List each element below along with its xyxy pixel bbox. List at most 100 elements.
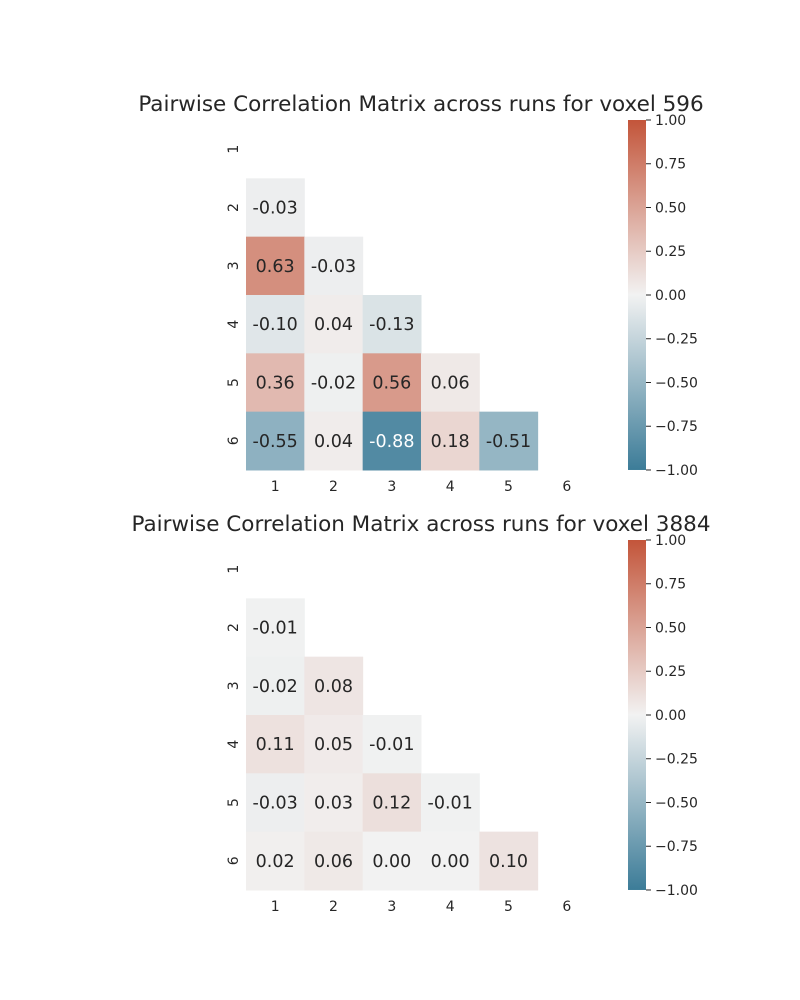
cell-value-label: 0.11 (256, 735, 295, 755)
heatmap-cell (420, 831, 480, 891)
heatmap-cell (304, 236, 364, 296)
cell-annotations: -0.03 0.63 -0.03 -0.10 0.04 -0.13 0.36 -0.02 0.5… (253, 198, 532, 451)
heatmap-cell (362, 294, 422, 354)
x-tick-label: 1 (271, 479, 280, 495)
colorbar-gradient (628, 120, 646, 470)
colorbar-tick-label: −0.25 (655, 332, 698, 348)
colorbar-tick-label: 0.25 (655, 664, 686, 680)
colorbar: 1.00 0.75 0.50 0.25 0.00 −0.25 −0.50 −0.75 −1.00 (628, 533, 698, 899)
cell-value-label: -0.01 (369, 735, 414, 755)
cell-value-label: 0.56 (372, 373, 411, 393)
cell-value-label: -0.02 (311, 373, 356, 393)
colorbar-gradient (628, 540, 646, 890)
heatmap-cell (304, 831, 364, 891)
colorbar-tick-label: 0.75 (655, 577, 686, 593)
cell-value-label: -0.03 (253, 198, 298, 218)
cell-value-label: 0.63 (256, 257, 295, 277)
colorbar-tick-label: −0.50 (655, 795, 698, 811)
y-tick-label: 6 (226, 856, 242, 865)
y-tick-labels: 1 2 3 4 5 6 (226, 565, 242, 866)
heatmap-panel-voxel-596: Pairwise Correlation Matrix across runs … (138, 92, 703, 495)
cell-value-label: 0.36 (256, 373, 295, 393)
y-tick-labels: 1 2 3 4 5 6 (226, 145, 242, 446)
x-tick-label: 2 (329, 899, 338, 915)
y-tick-label: 1 (226, 145, 242, 154)
heatmap-cell (362, 714, 422, 774)
heatmap-cell (304, 294, 364, 354)
heatmap-cell (304, 353, 364, 413)
cell-value-label: -0.03 (253, 793, 298, 813)
heatmap-cell (246, 831, 305, 891)
x-tick-label: 4 (446, 899, 455, 915)
x-tick-label: 3 (387, 899, 396, 915)
heatmap-cell (246, 236, 305, 296)
y-tick-label: 3 (226, 681, 242, 690)
heatmap-cell (362, 353, 422, 413)
heatmap-cell (479, 411, 539, 471)
y-tick-label: 3 (226, 261, 242, 270)
y-tick-label: 1 (226, 565, 242, 574)
colorbar-tick-label: 0.50 (655, 200, 686, 216)
colorbar-tick-label: −0.75 (655, 419, 698, 435)
x-tick-label: 3 (387, 479, 396, 495)
x-tick-label: 6 (562, 479, 571, 495)
heatmap-cell (304, 411, 364, 471)
heatmap-cells (246, 598, 539, 891)
cell-value-label: -0.01 (253, 618, 298, 638)
cell-value-label: 0.04 (314, 432, 353, 452)
colorbar-tick-label: 0.25 (655, 244, 686, 260)
x-tick-label: 4 (446, 479, 455, 495)
heatmap-cell (246, 598, 305, 658)
cell-value-label: -0.02 (253, 677, 298, 697)
cell-value-label: 0.03 (314, 793, 353, 813)
colorbar-tick-label: −1.00 (655, 883, 698, 899)
heatmap-cell (246, 411, 305, 471)
cell-value-label: -0.10 (253, 315, 298, 335)
heatmap-cell (362, 773, 422, 833)
cell-value-label: -0.55 (253, 432, 298, 452)
heatmap-cell (246, 656, 305, 716)
heatmap-cell (362, 411, 422, 471)
heatmap-cell (304, 773, 364, 833)
y-tick-label: 5 (226, 798, 242, 807)
colorbar-tick-label: 1.00 (655, 113, 686, 129)
heatmap-panel-voxel-3884: Pairwise Correlation Matrix across runs … (131, 512, 710, 915)
colorbar-tick-label: 0.00 (655, 288, 686, 304)
heatmap-cell (362, 831, 422, 891)
colorbar: 1.00 0.75 0.50 0.25 0.00 −0.25 −0.50 −0.75 −1.00 (628, 113, 698, 479)
cell-value-label: 0.04 (314, 315, 353, 335)
cell-value-label: -0.13 (369, 315, 414, 335)
cell-value-label: 0.00 (431, 852, 470, 872)
colorbar-tick-label: 0.75 (655, 157, 686, 173)
chart-title: Pairwise Correlation Matrix across runs … (131, 512, 710, 537)
x-tick-label: 5 (504, 479, 513, 495)
heatmap-cell (420, 353, 480, 413)
heatmap-cell (420, 411, 480, 471)
cell-value-label: 0.06 (314, 852, 353, 872)
colorbar-tick-label: 0.00 (655, 708, 686, 724)
x-tick-label: 6 (562, 899, 571, 915)
heatmap-cell (304, 656, 364, 716)
cell-value-label: 0.02 (256, 852, 295, 872)
heatmap-cell (246, 714, 305, 774)
x-tick-label: 1 (271, 899, 280, 915)
x-tick-labels: 1 2 3 4 5 6 (271, 899, 572, 915)
y-tick-label: 6 (226, 436, 242, 445)
cell-value-label: 0.12 (372, 793, 411, 813)
colorbar-tick-label: −0.50 (655, 375, 698, 391)
colorbar-tick-label: 0.50 (655, 620, 686, 636)
y-tick-label: 4 (226, 320, 242, 329)
y-tick-label: 5 (226, 378, 242, 387)
cell-value-label: -0.01 (428, 793, 473, 813)
x-tick-label: 5 (504, 899, 513, 915)
x-tick-labels: 1 2 3 4 5 6 (271, 479, 572, 495)
colorbar-tick-label: 1.00 (655, 533, 686, 549)
colorbar-tick-label: −1.00 (655, 463, 698, 479)
y-tick-label: 2 (226, 203, 242, 212)
cell-annotations: -0.01 -0.02 0.08 0.11 0.05 -0.01 -0.03 0.03 0.12… (253, 618, 528, 871)
heatmap-cell (246, 178, 305, 238)
y-tick-label: 2 (226, 623, 242, 632)
colorbar-tick-label: −0.25 (655, 752, 698, 768)
chart-title: Pairwise Correlation Matrix across runs … (138, 92, 703, 117)
